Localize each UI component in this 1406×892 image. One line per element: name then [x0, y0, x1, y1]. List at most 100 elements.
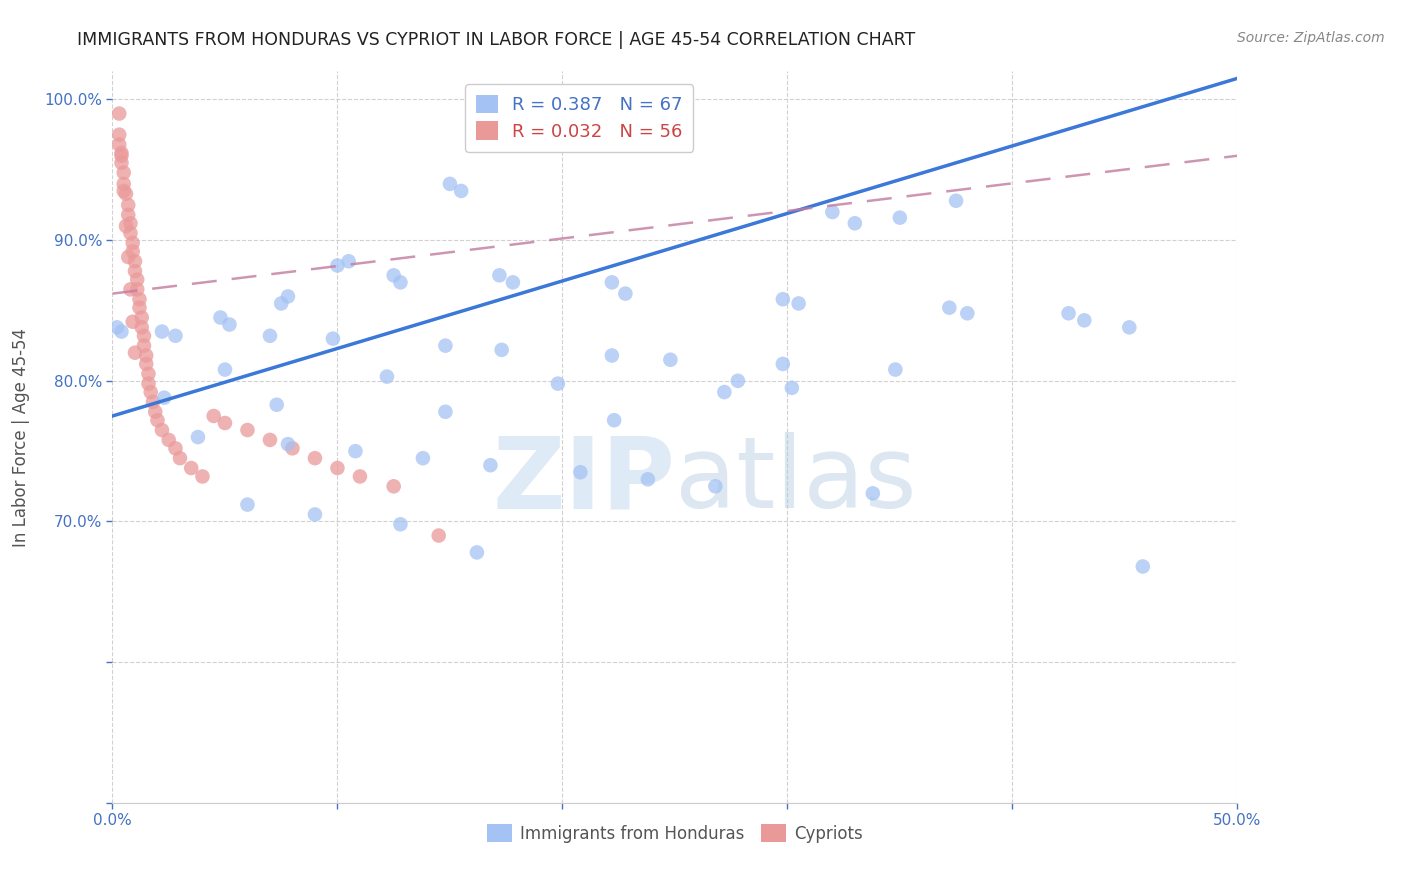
Point [659, 352, 682, 367]
Point [236, 498, 259, 512]
Point [603, 413, 626, 427]
Point [434, 339, 457, 353]
Point [862, 486, 884, 500]
Y-axis label: In Labor Force | Age 45-54: In Labor Force | Age 45-54 [13, 327, 30, 547]
Point [322, 332, 344, 346]
Point [112, 184, 135, 198]
Point [142, 395, 165, 409]
Point [108, 106, 131, 120]
Point [127, 272, 149, 286]
Point [270, 296, 292, 310]
Point [938, 301, 960, 315]
Point [382, 268, 405, 283]
Point [821, 205, 844, 219]
Point [945, 194, 967, 208]
Point [956, 306, 979, 320]
Point [121, 235, 143, 250]
Point [187, 430, 209, 444]
Point [502, 276, 524, 290]
Point [344, 444, 367, 458]
Point [115, 186, 138, 201]
Point [120, 216, 142, 230]
Point [277, 437, 299, 451]
Point [108, 137, 131, 152]
Point [128, 301, 150, 315]
Text: ZIP: ZIP [492, 433, 675, 530]
Point [337, 254, 360, 268]
Point [326, 461, 349, 475]
Point [675, 137, 697, 152]
Point [128, 292, 150, 306]
Point [1073, 313, 1095, 327]
Point [439, 177, 461, 191]
Point [375, 369, 398, 384]
Point [259, 433, 281, 447]
Point [569, 465, 592, 479]
Point [112, 166, 135, 180]
Point [108, 128, 131, 142]
Point [138, 376, 160, 391]
Point [124, 264, 146, 278]
Point [889, 211, 911, 225]
Point [132, 339, 155, 353]
Point [110, 149, 132, 163]
Point [772, 292, 794, 306]
Point [115, 219, 138, 233]
Point [214, 416, 236, 430]
Point [153, 391, 176, 405]
Point [382, 479, 405, 493]
Point [120, 282, 142, 296]
Point [884, 362, 907, 376]
Point [214, 362, 236, 376]
Point [1132, 559, 1154, 574]
Point [202, 409, 225, 423]
Legend: Immigrants from Honduras, Cypriots: Immigrants from Honduras, Cypriots [479, 818, 870, 849]
Point [600, 276, 623, 290]
Point [146, 413, 169, 427]
Point [112, 177, 135, 191]
Point [209, 310, 232, 325]
Point [600, 349, 623, 363]
Point [165, 442, 187, 456]
Point [389, 517, 412, 532]
Point [169, 451, 191, 466]
Point [713, 385, 735, 400]
Point [614, 286, 637, 301]
Point [157, 433, 180, 447]
Point [727, 374, 749, 388]
Point [427, 528, 450, 542]
Point [450, 184, 472, 198]
Point [304, 451, 326, 466]
Point [150, 423, 173, 437]
Point [236, 423, 259, 437]
Point [121, 315, 143, 329]
Point [110, 156, 132, 170]
Point [110, 325, 132, 339]
Point [787, 296, 810, 310]
Point [389, 276, 412, 290]
Point [117, 250, 139, 264]
Point [127, 282, 149, 296]
Point [844, 216, 866, 230]
Point [124, 254, 146, 268]
Point [434, 405, 457, 419]
Point [124, 345, 146, 359]
Point [132, 328, 155, 343]
Point [491, 343, 513, 357]
Point [120, 226, 142, 240]
Point [135, 349, 157, 363]
Text: Source: ZipAtlas.com: Source: ZipAtlas.com [1237, 31, 1385, 45]
Point [266, 398, 288, 412]
Point [218, 318, 240, 332]
Point [780, 381, 803, 395]
Point [105, 320, 128, 334]
Point [547, 376, 569, 391]
Text: IMMIGRANTS FROM HONDURAS VS CYPRIOT IN LABOR FORCE | AGE 45-54 CORRELATION CHART: IMMIGRANTS FROM HONDURAS VS CYPRIOT IN L… [77, 31, 915, 49]
Point [191, 469, 214, 483]
Point [1057, 306, 1080, 320]
Point [281, 442, 304, 456]
Point [326, 259, 349, 273]
Point [139, 385, 162, 400]
Point [551, 118, 574, 132]
Point [180, 461, 202, 475]
